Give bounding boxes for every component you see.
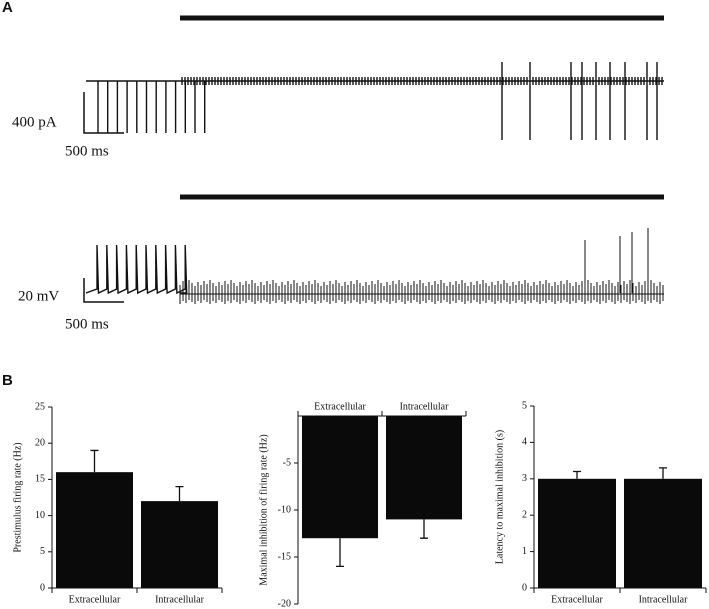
scale-label: 400 pA bbox=[12, 114, 57, 130]
scale-label: 500 ms bbox=[65, 143, 109, 159]
y-tick-label: -5 bbox=[283, 457, 291, 468]
y-tick-label: 25 bbox=[35, 401, 45, 412]
scale-label: 20 mV bbox=[18, 288, 59, 304]
panel-label: A bbox=[2, 0, 13, 16]
x-tick-label: Intracellular bbox=[400, 401, 450, 412]
y-tick-label: 10 bbox=[35, 510, 45, 521]
bar bbox=[56, 472, 133, 588]
y-tick-label: 20 bbox=[35, 437, 45, 448]
y-tick-label: 15 bbox=[35, 474, 45, 485]
x-tick-label: Intracellular bbox=[155, 594, 205, 605]
error-bar bbox=[90, 449, 99, 473]
error-bar bbox=[573, 470, 581, 479]
scale-bar bbox=[83, 278, 124, 303]
error-bar bbox=[420, 519, 428, 539]
panel-label: B bbox=[2, 372, 13, 389]
y-tick-label: -15 bbox=[278, 551, 291, 562]
y-axis-label: Latency to maximal inhibition (s) bbox=[494, 430, 505, 564]
y-axis-label: Maximal inhibition of firing rate (Hz) bbox=[258, 434, 269, 585]
x-tick-label: Extracellular bbox=[551, 594, 603, 605]
traces bbox=[85, 62, 664, 304]
bar bbox=[141, 501, 218, 588]
current-trace bbox=[86, 62, 664, 140]
y-tick-label: 3 bbox=[522, 473, 527, 484]
y-tick-label: 5 bbox=[522, 400, 527, 411]
y-tick-label: 5 bbox=[40, 546, 45, 557]
error-bar bbox=[336, 538, 344, 568]
bar bbox=[302, 416, 378, 539]
y-tick-label: 2 bbox=[522, 509, 527, 520]
scale-bar bbox=[83, 92, 124, 134]
error-bar bbox=[659, 467, 667, 479]
bar bbox=[538, 478, 616, 588]
x-tick-label: Extracellular bbox=[314, 401, 366, 412]
bar bbox=[624, 478, 702, 588]
scale-label: 500 ms bbox=[65, 316, 109, 332]
y-tick-label: -10 bbox=[278, 504, 291, 515]
x-tick-label: Intracellular bbox=[639, 594, 689, 605]
error-bar bbox=[175, 485, 184, 502]
y-tick-label: -20 bbox=[278, 598, 291, 609]
voltage-trace bbox=[179, 228, 664, 304]
bar bbox=[386, 416, 462, 520]
y-tick-label: 4 bbox=[522, 437, 527, 448]
y-tick-label: 1 bbox=[522, 546, 527, 557]
x-tick-label: Extracellular bbox=[69, 594, 121, 605]
y-tick-label: 0 bbox=[522, 582, 527, 593]
y-tick-label: 0 bbox=[40, 582, 45, 593]
y-axis-label: Prestimulus firing rate (Hz) bbox=[12, 442, 23, 552]
voltage-trace bbox=[85, 244, 188, 295]
